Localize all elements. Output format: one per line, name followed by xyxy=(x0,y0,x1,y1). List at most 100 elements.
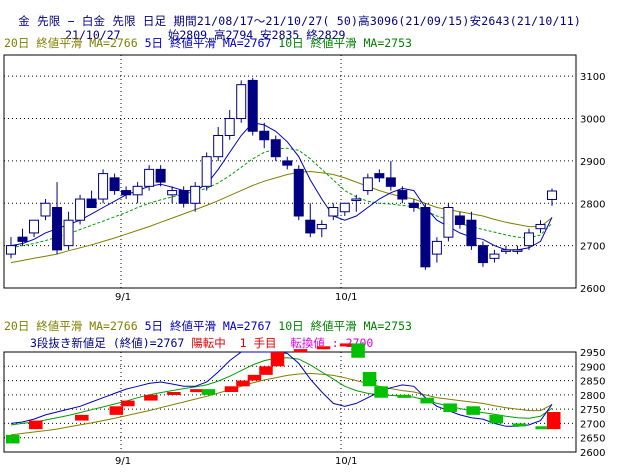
candle-up xyxy=(75,198,86,221)
main-ytick-label: 3100 xyxy=(580,72,605,83)
candle-down xyxy=(282,160,293,166)
candle-down xyxy=(86,198,97,209)
candle-up xyxy=(512,249,523,252)
candle-up xyxy=(98,173,109,200)
high-all: 高3096(21/09/15) xyxy=(358,14,470,28)
kagi-block-up xyxy=(293,349,308,353)
kagi-block-up xyxy=(259,366,273,375)
candle-down xyxy=(374,173,385,179)
candle-up xyxy=(132,185,143,196)
candle-down xyxy=(247,79,258,132)
kagi-block-up xyxy=(121,400,135,407)
candle-down xyxy=(408,202,419,209)
candle-down xyxy=(270,139,281,158)
kagi-block-down xyxy=(489,414,503,424)
candle-up xyxy=(547,190,557,200)
kagi-ytick-label: 2750 xyxy=(580,405,605,416)
kagi-ytick-label: 2900 xyxy=(580,362,605,373)
kagi-block-down xyxy=(201,389,216,395)
kagi-block-up xyxy=(547,412,561,430)
kagi-block-up xyxy=(75,414,89,421)
kagi-block-down xyxy=(362,372,377,387)
legend-top: 20日 終値平滑 MA=2766 5日 終値平滑 MA=2767 10日 終値平… xyxy=(4,37,412,50)
candle-up xyxy=(213,134,224,158)
kagi-ytick-label: 2950 xyxy=(580,348,605,359)
candle-down xyxy=(52,207,63,251)
kagi-reversal: 転換値 : 2700 xyxy=(290,336,374,350)
candle-up xyxy=(201,156,212,187)
low-all: 安2643(21/10/11) xyxy=(469,14,581,28)
kagi-ytick-label: 2650 xyxy=(580,434,605,445)
candle-down xyxy=(454,215,465,225)
legend-bottom: 20日 終値平滑 MA=2766 5日 終値平滑 MA=2767 10日 終値平… xyxy=(4,320,412,333)
main-ytick-label: 2700 xyxy=(580,242,605,253)
kagi-ytick-label: 2600 xyxy=(580,448,605,459)
kagi-block-down xyxy=(512,423,526,427)
candle-up xyxy=(362,177,373,192)
kagi-info: 3段抜き新値足 (終値)=2767 陽転中 1 手目 転換値 : 2700 xyxy=(30,337,373,350)
candle-up xyxy=(489,253,500,259)
candle-up xyxy=(190,185,201,204)
main-ytick-label: 2600 xyxy=(580,284,605,295)
close-value: 終2829 xyxy=(306,28,346,42)
candle-down xyxy=(259,130,270,141)
candle-down xyxy=(155,168,166,183)
instrument-name: 金 先限 − 白金 先限 日足 xyxy=(18,14,167,28)
header-title: 金 先限 − 白金 先限 日足 期間21/08/17〜21/10/27( 50)… xyxy=(4,2,581,28)
candle-down xyxy=(121,190,132,196)
kagi-block-up xyxy=(224,386,239,392)
legend-ma20: 20日 終値平滑 MA=2766 xyxy=(4,36,138,50)
candle-up xyxy=(523,232,534,247)
kagi-block-up xyxy=(144,394,158,401)
candle-down xyxy=(109,177,120,192)
main-xtick-label: 9/1 xyxy=(115,292,131,303)
candle-up xyxy=(351,198,362,202)
ma5-line xyxy=(10,122,553,251)
kagi-ma20-line xyxy=(10,372,553,436)
ma20-line xyxy=(10,170,553,264)
candle-up xyxy=(500,249,511,252)
kagi-block-down xyxy=(351,343,365,358)
candle-up xyxy=(236,84,247,120)
last-date: 21/10/27 xyxy=(65,28,121,42)
kagi-plot-frame xyxy=(3,351,577,453)
kagi-block-up xyxy=(109,406,124,415)
candle-down xyxy=(420,207,431,268)
kagi-block-up xyxy=(339,343,354,347)
kagi-xtick-label: 9/1 xyxy=(115,456,131,467)
kagi-block-down xyxy=(466,406,480,415)
kagi-block-down xyxy=(535,426,549,430)
candle-up xyxy=(328,207,339,217)
main-xtick-label: 10/1 xyxy=(335,292,357,303)
kagi-ytick-label: 2800 xyxy=(580,391,605,402)
candle-up xyxy=(167,190,178,196)
kagi-xtick-label: 10/1 xyxy=(335,456,357,467)
candle-up xyxy=(6,245,16,255)
period-info: 期間21/08/17〜21/10/27( 50) xyxy=(173,14,359,28)
kagi-block-down xyxy=(6,434,20,444)
kagi-trend: 陽転中 xyxy=(191,336,226,350)
kagi-block-up xyxy=(316,346,331,350)
kagi-block-up xyxy=(167,392,181,395)
candle-up xyxy=(535,223,546,230)
main-plot-frame xyxy=(3,54,577,289)
legend-ma20-bottom: 20日 終値平滑 MA=2766 xyxy=(4,319,138,333)
kagi-step: 1 手目 xyxy=(239,336,277,350)
high-value: 高2794 xyxy=(214,28,254,42)
low-value: 安2835 xyxy=(260,28,300,42)
kagi-block-up xyxy=(190,389,204,393)
legend-ma5-bottom: 5日 終値平滑 MA=2767 xyxy=(144,319,272,333)
main-ytick-label: 3000 xyxy=(580,115,605,126)
legend-ma10: 10日 終値平滑 MA=2753 xyxy=(278,36,412,50)
kagi-title: 3段抜き新値足 (終値)=2767 xyxy=(30,336,185,350)
header-ohlc: 21/10/27 始2809 高2794 安2835 終2829 xyxy=(4,16,345,42)
kagi-block-up xyxy=(236,380,250,387)
kagi-ytick-label: 2700 xyxy=(580,419,605,430)
legend-ma5: 5日 終値平滑 MA=2767 xyxy=(144,36,272,50)
kagi-block-down xyxy=(420,397,434,404)
candle-up xyxy=(29,219,40,234)
candle-up xyxy=(339,202,350,213)
kagi-block-up xyxy=(29,420,43,430)
kagi-block-down xyxy=(374,386,388,398)
candle-up xyxy=(443,207,454,238)
